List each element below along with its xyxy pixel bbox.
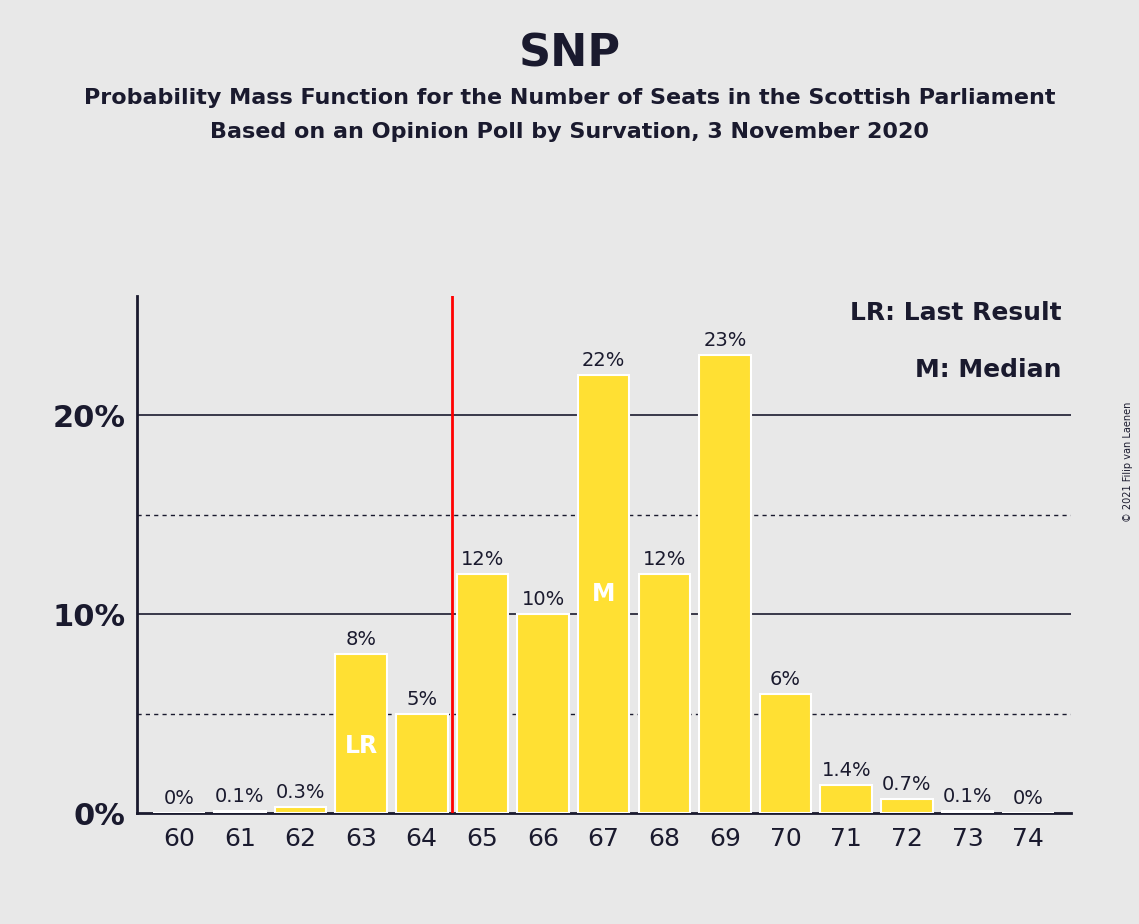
Bar [699, 356, 751, 813]
Text: Probability Mass Function for the Number of Seats in the Scottish Parliament: Probability Mass Function for the Number… [84, 88, 1055, 108]
Text: 0%: 0% [1013, 789, 1043, 808]
Bar [457, 575, 508, 813]
Text: 0.1%: 0.1% [943, 787, 992, 806]
Text: © 2021 Filip van Laenen: © 2021 Filip van Laenen [1123, 402, 1133, 522]
Bar [577, 375, 630, 813]
Text: 5%: 5% [407, 689, 437, 709]
Text: 23%: 23% [703, 332, 747, 350]
Bar [820, 785, 872, 813]
Bar [396, 713, 448, 813]
Text: 12%: 12% [642, 551, 686, 569]
Text: 0.3%: 0.3% [276, 784, 325, 802]
Text: 8%: 8% [345, 630, 377, 649]
Bar [639, 575, 690, 813]
Bar [214, 811, 265, 813]
Bar [517, 614, 568, 813]
Text: SNP: SNP [518, 32, 621, 76]
Text: 1.4%: 1.4% [821, 761, 871, 780]
Text: 0%: 0% [164, 789, 195, 808]
Bar [882, 799, 933, 813]
Text: 0.1%: 0.1% [215, 787, 264, 806]
Text: M: Median: M: Median [915, 358, 1062, 382]
Bar [760, 694, 811, 813]
Text: 6%: 6% [770, 670, 801, 688]
Text: 12%: 12% [460, 551, 505, 569]
Text: 10%: 10% [522, 590, 565, 609]
Text: 0.7%: 0.7% [883, 775, 932, 795]
Bar [942, 811, 993, 813]
Text: Based on an Opinion Poll by Survation, 3 November 2020: Based on an Opinion Poll by Survation, 3… [210, 122, 929, 142]
Bar [335, 654, 387, 813]
Bar [274, 808, 326, 813]
Text: LR: Last Result: LR: Last Result [850, 301, 1062, 325]
Text: LR: LR [344, 735, 378, 759]
Text: 22%: 22% [582, 351, 625, 371]
Text: M: M [592, 582, 615, 606]
